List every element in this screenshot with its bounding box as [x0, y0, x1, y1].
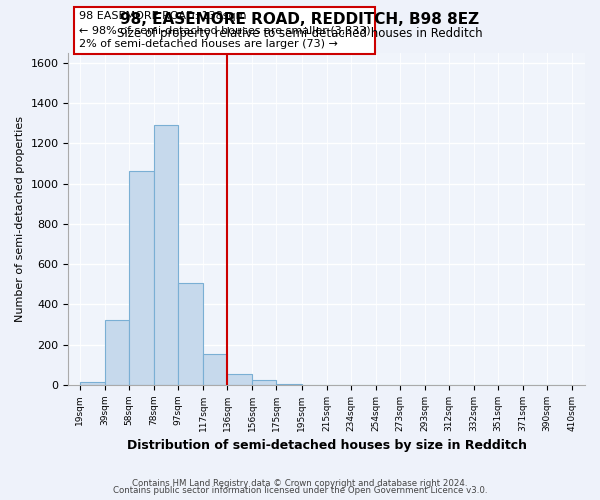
Bar — [129, 172, 154, 385]
Bar — [227, 374, 253, 385]
Bar — [277, 384, 302, 385]
Text: 98, EASEMORE ROAD, REDDITCH, B98 8EZ: 98, EASEMORE ROAD, REDDITCH, B98 8EZ — [121, 12, 479, 28]
Bar — [154, 125, 178, 385]
Bar — [253, 380, 277, 385]
Bar — [80, 382, 105, 385]
Text: Contains HM Land Registry data © Crown copyright and database right 2024.: Contains HM Land Registry data © Crown c… — [132, 478, 468, 488]
Text: Size of property relative to semi-detached houses in Redditch: Size of property relative to semi-detach… — [117, 28, 483, 40]
Y-axis label: Number of semi-detached properties: Number of semi-detached properties — [15, 116, 25, 322]
X-axis label: Distribution of semi-detached houses by size in Redditch: Distribution of semi-detached houses by … — [127, 440, 527, 452]
Bar — [105, 320, 129, 385]
Bar — [178, 284, 203, 385]
Bar — [203, 354, 227, 385]
Text: Contains public sector information licensed under the Open Government Licence v3: Contains public sector information licen… — [113, 486, 487, 495]
Text: 98 EASEMORE ROAD: 138sqm
← 98% of semi-detached houses are smaller (3,333)
2% of: 98 EASEMORE ROAD: 138sqm ← 98% of semi-d… — [79, 11, 370, 49]
